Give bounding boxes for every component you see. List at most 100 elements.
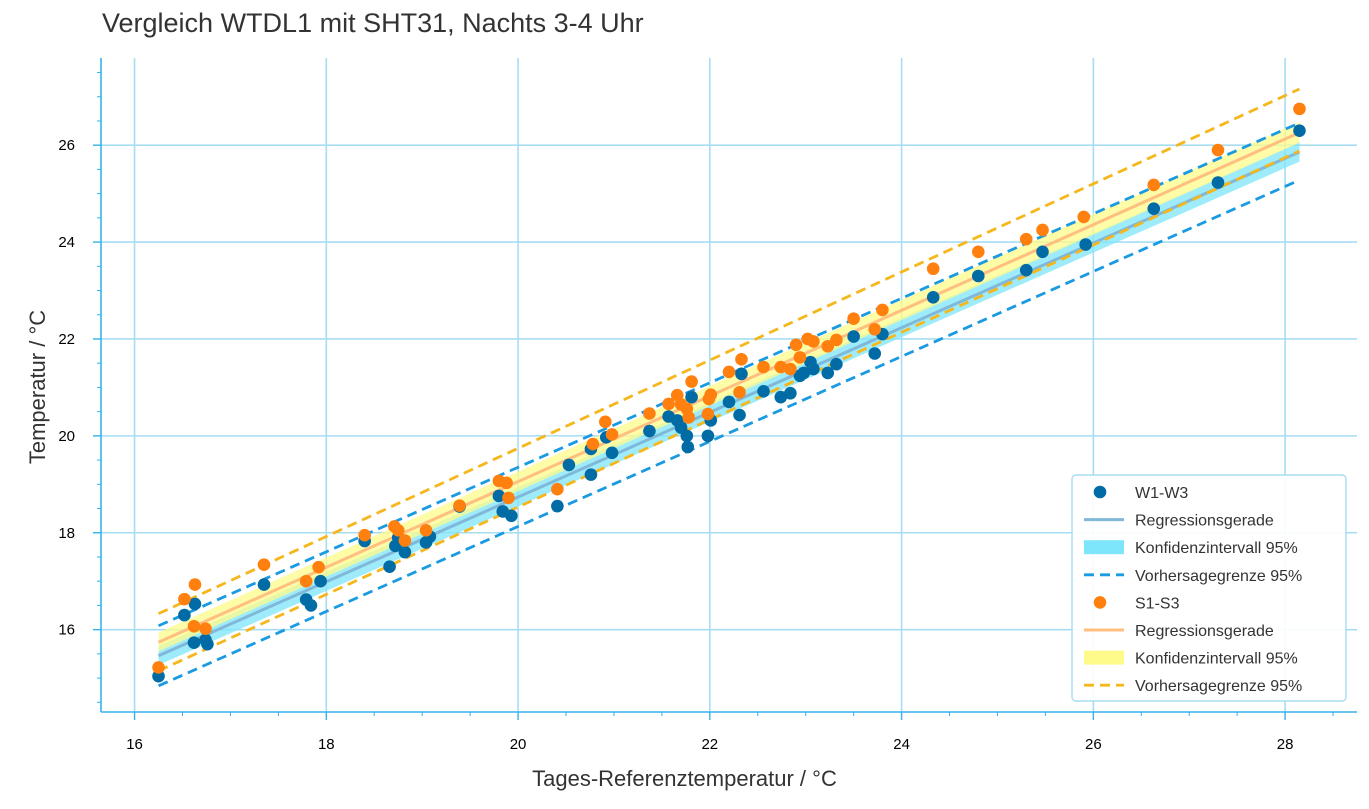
w1-w3-data-point — [1036, 245, 1049, 259]
legend-label: Regressionsgerade — [1135, 513, 1274, 530]
s1-s3-data-point — [299, 574, 313, 588]
w1-w3-data-point — [314, 574, 327, 588]
w1-w3-data-point — [807, 362, 820, 376]
legend-key-s1-s3-marker — [1093, 596, 1107, 609]
legend-key-w1-w3-marker — [1093, 485, 1107, 499]
w1-w3-data-point — [201, 637, 214, 651]
w1-w3-data-point — [735, 367, 748, 381]
w1-w3-data-point — [926, 291, 940, 304]
s1-s3-data-point — [257, 558, 271, 572]
w1-w3-data-point — [605, 446, 619, 460]
w1-w3-data-point — [821, 366, 835, 380]
legend-label: Konfidenzintervall 95% — [1135, 651, 1298, 668]
s1-s3-data-point — [502, 491, 515, 505]
s1-s3-data-point — [586, 437, 600, 451]
y-tick-label: 16 — [58, 622, 75, 639]
s1-s3-data-point — [789, 338, 803, 352]
legend: W1-W3 Regressionsgerade Konfidenzintervall… — [1071, 474, 1347, 702]
legend-label: Vorhersagegrenze 95% — [1135, 568, 1302, 585]
s1-s3-data-point — [847, 312, 860, 325]
w1-w3-data-point — [398, 545, 412, 559]
s1-s3-data-point — [358, 528, 371, 542]
legend-label: Konfidenzintervall 95% — [1135, 540, 1298, 557]
w1-w3-data-point — [383, 560, 396, 573]
s1-s3-data-point — [722, 365, 736, 379]
y-tick-label: 26 — [58, 137, 75, 154]
w1-w3-data-point — [757, 384, 770, 398]
s1-s3-data-point — [733, 385, 746, 399]
s1-s3-data-point — [793, 351, 807, 364]
s1-s3-data-point — [551, 482, 564, 496]
s1-s3-data-point — [391, 524, 405, 537]
y-tick-label: 22 — [58, 331, 75, 348]
w1-w3-data-point — [680, 429, 694, 443]
s1-s3-data-point — [701, 407, 715, 421]
s1-s3-data-point — [1147, 178, 1161, 192]
w1-w3-data-point — [643, 424, 656, 438]
s1-s3-data-point — [971, 245, 985, 259]
s1-s3-data-point — [876, 303, 889, 317]
s1-s3-data-point — [757, 360, 770, 374]
s1-s3-data-point — [152, 661, 165, 674]
w1-w3-data-point — [971, 269, 985, 283]
w1-w3-data-point — [681, 440, 695, 454]
w1-w3-data-point — [701, 429, 715, 443]
y-tick-label: 20 — [58, 428, 75, 445]
w1-w3-data-point — [178, 608, 191, 622]
s1-s3-data-point — [453, 499, 466, 512]
w1-w3-data-point — [784, 386, 797, 400]
x-axis-label: Tages-Referenztemperatur / °C — [532, 766, 837, 791]
w1-w3-data-point — [505, 509, 518, 523]
w1-w3-data-point — [1147, 202, 1161, 215]
s1-s3-data-point — [784, 362, 797, 376]
s1-s3-data-point — [735, 353, 748, 366]
w1-w3-data-point — [1293, 124, 1306, 137]
legend-key-w1-w3-patch — [1084, 540, 1124, 555]
w1-w3-data-point — [1019, 263, 1033, 277]
s1-s3-regression-line — [157, 131, 1301, 644]
x-tick-label: 18 — [318, 736, 335, 753]
s1-s3-data-point — [685, 375, 698, 388]
legend-label: W1-W3 — [1135, 485, 1188, 502]
w1-w3-data-point — [774, 390, 788, 404]
s1-s3-prediction-bound-upper — [157, 87, 1301, 615]
chart-title: Vergleich WTDL1 mit SHT31, Nachts 3-4 Uh… — [102, 8, 644, 38]
legend-box — [1071, 474, 1347, 702]
w1-w3-data-point — [152, 669, 165, 683]
s1-s3-data-point — [419, 524, 433, 537]
legend-key-s1-s3-patch — [1084, 650, 1124, 665]
w1-w3-prediction-bound-lower — [157, 178, 1301, 688]
axes: 16 18 20 22 24 26 28 16 18 20 22 24 26 — [58, 58, 1357, 753]
s1-s3-data-point — [1036, 223, 1049, 237]
w1-w3-data-point — [733, 408, 746, 422]
y-tick-label: 24 — [58, 234, 75, 251]
s1-s3-data-point — [599, 415, 612, 429]
w1-w3-data-point — [562, 458, 576, 472]
s1-s3-data-point — [830, 333, 843, 347]
s1-s3-data-point — [188, 578, 202, 591]
s1-s3-data-point — [1211, 143, 1225, 157]
s1-s3-data-point — [821, 339, 835, 353]
s1-s3-data-point — [704, 388, 718, 401]
w1-w3-data-point — [551, 499, 564, 513]
w1-w3-data-point — [1211, 176, 1225, 189]
x-tick-label: 24 — [893, 736, 910, 753]
w1-w3-data-point — [797, 366, 811, 380]
w1-w3-data-point — [830, 357, 843, 371]
legend-label: Regressionsgerade — [1135, 623, 1274, 640]
y-tick-label: 18 — [58, 525, 75, 542]
w1-w3-data-point — [722, 395, 736, 409]
s1-s3-data-point — [662, 397, 675, 411]
w1-w3-data-point — [257, 578, 271, 591]
x-tick-label: 28 — [1277, 736, 1294, 753]
s1-s3-data-point — [398, 534, 412, 547]
x-tick-label: 26 — [1085, 736, 1102, 753]
w1-w3-data-point — [868, 347, 882, 360]
w1-w3-data-point — [685, 390, 698, 404]
w1-w3-data-point — [188, 597, 202, 611]
s1-s3-data-point — [774, 360, 788, 374]
w1-w3-data-point — [584, 468, 598, 481]
x-tick-label: 20 — [510, 736, 527, 753]
legend-label: Vorhersagegrenze 95% — [1135, 678, 1302, 695]
